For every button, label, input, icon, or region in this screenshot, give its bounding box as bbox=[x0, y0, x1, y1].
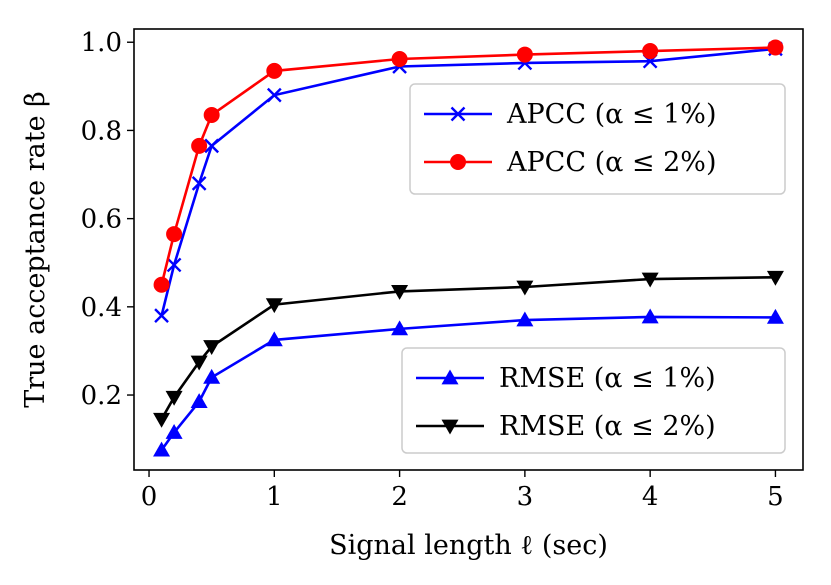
legend-marker bbox=[450, 154, 466, 170]
data-point bbox=[516, 311, 534, 327]
data-point bbox=[766, 270, 784, 286]
data-point bbox=[641, 272, 659, 288]
data-point bbox=[153, 441, 171, 457]
legend-upper: APCC (α ≤ 1%) APCC (α ≤ 2%) bbox=[409, 83, 786, 195]
x-tick-label: 0 bbox=[141, 482, 158, 512]
plot-frame bbox=[133, 28, 804, 471]
series-3 bbox=[153, 270, 784, 428]
data-point bbox=[166, 257, 182, 273]
data-point bbox=[166, 226, 183, 243]
legend-lower: RMSE (α ≤ 1%) RMSE (α ≤ 2%) bbox=[401, 347, 786, 454]
x-tick-label: 5 bbox=[767, 482, 784, 512]
legend-label: APCC (α ≤ 1%) bbox=[506, 99, 717, 130]
data-point bbox=[391, 320, 409, 336]
data-point bbox=[641, 308, 659, 324]
data-point bbox=[153, 412, 171, 428]
data-point bbox=[203, 368, 221, 384]
data-point bbox=[191, 176, 207, 191]
legend-marker bbox=[441, 369, 459, 385]
y-tick-label: 0.6 bbox=[81, 205, 122, 235]
data-point bbox=[153, 276, 170, 293]
data-point bbox=[391, 285, 409, 300]
data-point bbox=[165, 390, 183, 406]
x-tick-label: 3 bbox=[517, 482, 534, 512]
legend-label: APCC (α ≤ 2%) bbox=[506, 147, 717, 178]
data-point bbox=[191, 137, 208, 154]
legend-marker bbox=[450, 106, 466, 122]
legend-label: RMSE (α ≤ 2%) bbox=[499, 411, 716, 442]
plot-layer bbox=[153, 39, 784, 457]
data-point bbox=[391, 50, 408, 67]
series-2 bbox=[153, 308, 784, 457]
data-point bbox=[265, 331, 283, 347]
data-point bbox=[265, 298, 283, 314]
data-point bbox=[767, 39, 784, 56]
y-tick-label: 0.8 bbox=[81, 116, 122, 146]
x-axis-label: Signal length ℓ (sec) bbox=[329, 530, 608, 561]
y-tick-label: 1.0 bbox=[81, 28, 122, 58]
data-point bbox=[516, 280, 534, 296]
axes-layer: 0 1 2 3 4 5 0.2 0.4 0.6 0.8 1.0 Signal length ℓ (se… bbox=[20, 28, 804, 561]
data-point bbox=[165, 424, 183, 439]
legend-layer: APCC (α ≤ 1%)APCC (α ≤ 2%)RMSE (α ≤ 1%)R… bbox=[401, 83, 786, 454]
data-point bbox=[642, 43, 659, 60]
data-point bbox=[766, 308, 784, 324]
y-tick-label: 0.4 bbox=[81, 293, 122, 323]
data-point bbox=[154, 308, 169, 323]
y-axis-label: True acceptance rate β bbox=[20, 91, 51, 408]
data-point bbox=[516, 46, 533, 63]
x-tick-label: 4 bbox=[642, 482, 659, 512]
y-tick-label: 0.2 bbox=[81, 381, 122, 411]
data-point bbox=[203, 340, 221, 356]
data-point bbox=[204, 138, 220, 154]
legend-frame bbox=[401, 347, 786, 454]
legend-label: RMSE (α ≤ 1%) bbox=[499, 363, 716, 394]
data-point bbox=[266, 62, 283, 79]
legend-marker bbox=[441, 419, 459, 435]
data-point bbox=[203, 106, 220, 123]
x-tick-label: 2 bbox=[391, 482, 408, 512]
series-1 bbox=[153, 39, 784, 293]
data-point bbox=[266, 87, 282, 103]
x-tick-label: 1 bbox=[266, 482, 283, 512]
data-point bbox=[190, 355, 208, 371]
data-point bbox=[190, 393, 208, 409]
legend-frame bbox=[409, 83, 786, 195]
